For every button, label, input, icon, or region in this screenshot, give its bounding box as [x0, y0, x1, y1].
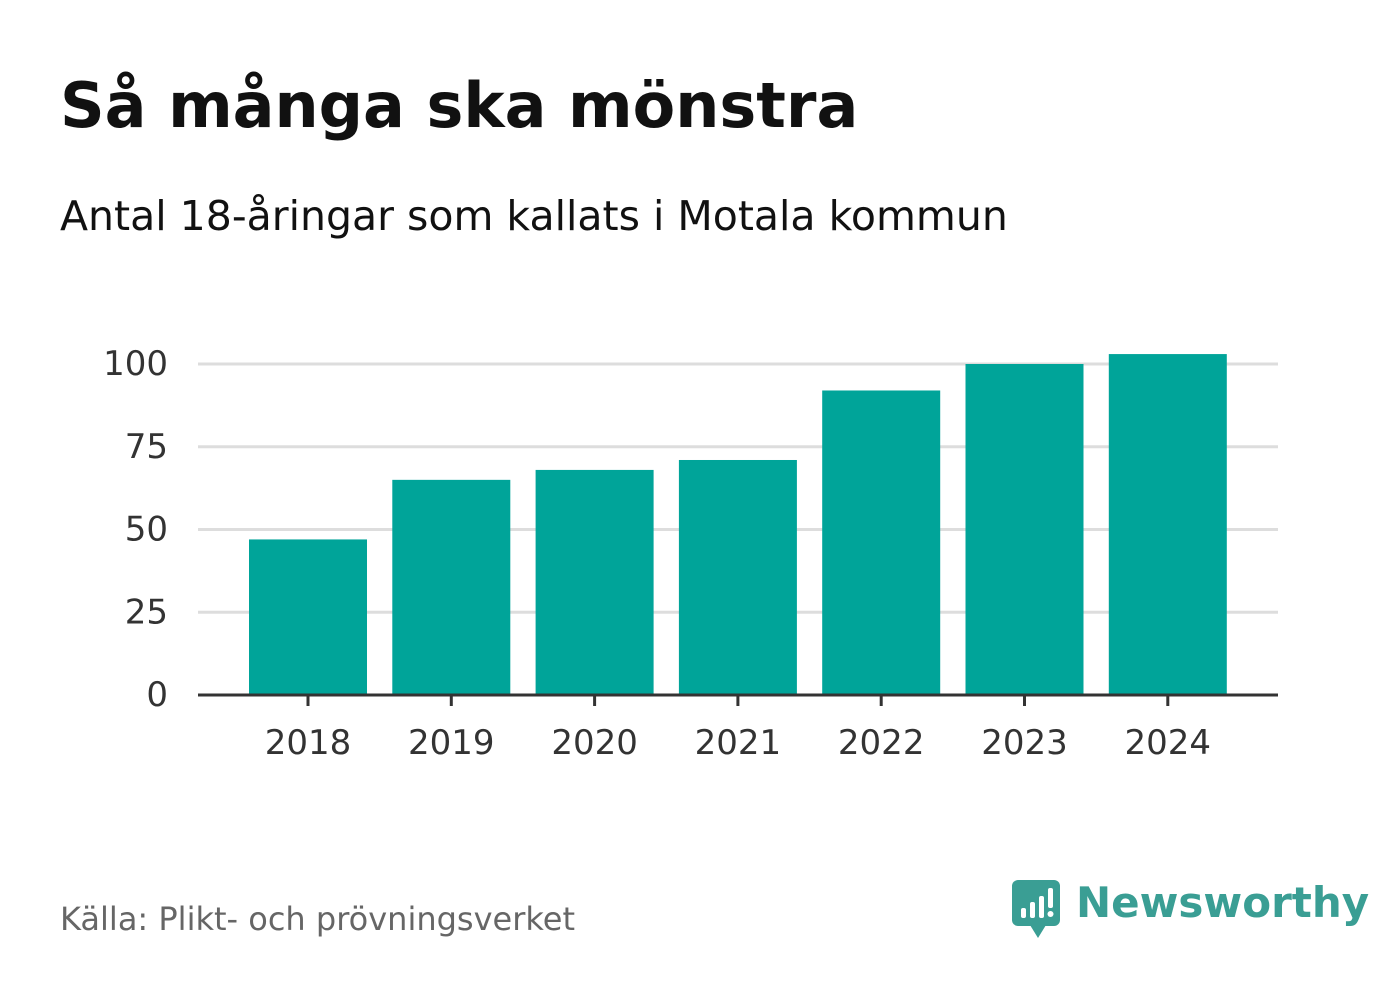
icon-bar-3 — [1039, 896, 1044, 918]
x-tick-label-2023: 2023 — [981, 723, 1068, 763]
source-note: Källa: Plikt- och prövningsverket — [60, 900, 575, 938]
newsworthy-logo: Newsworthy — [1010, 878, 1369, 942]
bar-2023 — [965, 364, 1084, 695]
brand-name: Newsworthy — [1076, 878, 1370, 927]
x-tick-label-2024: 2024 — [1125, 723, 1212, 763]
x-axis — [198, 693, 1278, 706]
icon-dot — [1047, 911, 1054, 917]
bar-2018 — [249, 539, 367, 695]
chat-bubble-chart-icon — [1012, 880, 1060, 938]
bar-2021 — [678, 459, 797, 695]
bar-2022 — [822, 390, 941, 695]
bar-2020 — [535, 469, 654, 695]
x-tick-labels: 2018 2019 2020 2021 2022 2023 2024 — [265, 723, 1211, 763]
icon-bar-2 — [1030, 902, 1035, 918]
x-tick-label-2018: 2018 — [265, 723, 352, 763]
icon-bar-1 — [1021, 908, 1026, 918]
chat-bubble-tail — [1030, 925, 1046, 938]
x-tick-label-2022: 2022 — [838, 723, 925, 763]
y-tick-label: 0 — [146, 675, 168, 715]
x-tick-label-2020: 2020 — [551, 723, 638, 763]
x-tick-label-2021: 2021 — [695, 723, 782, 763]
x-tick-label-2019: 2019 — [408, 723, 495, 763]
y-tick-label: 100 — [103, 344, 168, 384]
y-tick-label: 50 — [125, 510, 168, 550]
bars — [249, 354, 1227, 695]
bar-2019 — [392, 479, 511, 695]
y-tick-labels: 0 25 50 75 100 — [103, 344, 168, 715]
icon-bar-4 — [1048, 888, 1053, 908]
y-tick-label: 75 — [125, 427, 168, 467]
chart-title: Så många ska mönstra — [60, 69, 859, 142]
y-tick-label: 25 — [125, 592, 168, 632]
chart-subtitle: Antal 18-åringar som kallats i Motala ko… — [60, 192, 1008, 240]
bar-2024 — [1108, 354, 1227, 695]
